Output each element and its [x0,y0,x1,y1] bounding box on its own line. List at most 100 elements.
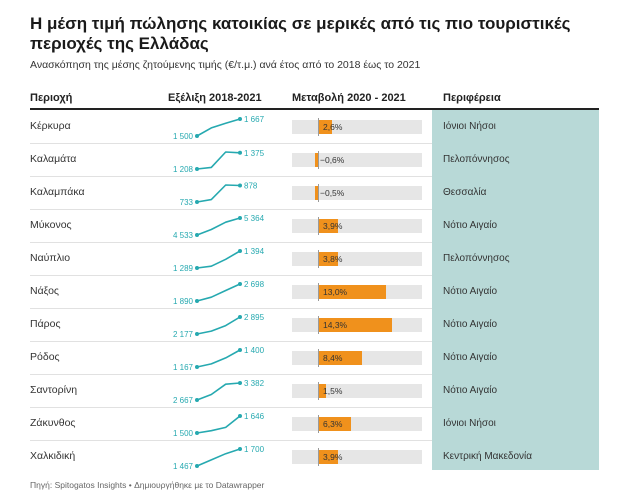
table-row: Χαλκιδική 1 467 1 700 3,9% Κεντρική Μακεδονί… [30,440,599,473]
change-bar-track [292,153,422,167]
sparkline-end-label: 1 667 [244,115,265,124]
row-divider [30,176,432,177]
change-bar [318,417,351,431]
change-label: 3,8% [323,254,343,264]
sparkline-start-point [195,134,199,138]
region-name: Νότιο Αιγαίο [443,286,498,297]
change-zero-line [317,448,319,466]
row-divider [30,308,432,309]
table-row: Κέρκυρα 1 500 1 667 2,6% Ιόνιοι Νήσοι [30,110,599,143]
table-row: Σαντορίνη 2 667 3 382 1,5% Νότιο Αιγαίο [30,374,599,407]
sparkline: 1 500 1 646 [173,412,265,438]
sparkline-end-label: 1 646 [244,412,265,421]
sparkline-path [196,382,241,401]
sparkline: 4 533 5 364 [173,214,265,240]
sparkline-end-label: 2 895 [244,313,265,322]
change-label: 14,3% [323,320,348,330]
chart-subtitle: Ανασκόπηση της μέσης ζητούμενης τιμής (€… [30,59,421,71]
sparkline-end-label: 3 382 [244,379,265,388]
row-divider [30,407,432,408]
sparkline-path [196,316,241,335]
sparkline-start-point [195,233,199,237]
sparkline: 2 667 3 382 [173,379,265,405]
sparkline-end-point [238,216,242,220]
region-name: Κεντρική Μακεδονία [443,451,533,462]
change-label: 8,4% [323,353,343,363]
area-name: Σαντορίνη [30,384,78,396]
change-label: 13,0% [323,287,348,297]
sparkline-start-label: 733 [180,198,194,207]
table-row: Καλαμπάκα 733 878 −0,5% Θεσσαλία [30,176,599,209]
sparkline-end-point [238,381,242,385]
row-divider [30,374,432,375]
row-divider [30,209,432,210]
sparkline-start-point [195,167,199,171]
change-label: −0,5% [320,188,345,198]
sparkline-end-label: 5 364 [244,214,265,223]
area-name: Καλαμπάκα [30,186,85,198]
column-header-change: Μεταβολή 2020 - 2021 [292,92,406,104]
change-bar [318,285,386,299]
area-name: Ρόδος [30,351,60,363]
change-zero-line [317,217,319,235]
area-name: Κέρκυρα [30,120,71,132]
region-name: Πελοπόννησος [443,253,510,264]
sparkline-start-label: 1 167 [173,363,194,372]
sparkline-path [196,184,241,203]
sparkline: 733 878 [180,181,258,207]
change-zero-line [317,415,319,433]
change-zero-line [317,316,319,334]
region-name: Νότιο Αιγαίο [443,385,498,396]
sparkline: 1 208 1 375 [173,149,265,174]
table-row: Ναύπλιο 1 289 1 394 3,8% Πελοπόννησος [30,242,599,275]
change-zero-line [317,283,319,301]
change-bar [314,153,318,167]
sparkline-start-point [195,464,199,468]
area-name: Ναύπλιο [30,252,71,264]
table-row: Ρόδος 1 167 1 400 8,4% Νότιο Αιγαίο [30,341,599,374]
area-name: Μύκονος [30,219,72,231]
area-name: Πάρος [30,318,61,330]
sparkline-end-label: 1 375 [244,149,265,158]
area-name: Ζάκυνθος [30,417,76,429]
change-label: 6,3% [323,419,343,429]
region-name: Ιόνιοι Νήσοι [443,121,496,132]
change-bar-track [292,219,422,233]
change-bar-track [292,417,422,431]
sparkline: 1 289 1 394 [173,247,265,273]
chart-title: Η μέση τιμή πώλησης κατοικίας σε μερικές… [30,14,571,53]
source-note: Πηγή: Spitogatos Insights • Δημιουργήθηκ… [30,480,265,490]
change-zero-line [317,151,319,169]
row-divider [30,143,432,144]
change-bar-track [292,120,422,134]
change-label: 1,5% [323,386,343,396]
sparkline-end-label: 2 698 [244,280,265,289]
area-name: Νάξος [30,285,59,297]
sparkline-end-label: 1 400 [244,346,265,355]
column-header-area: Περιοχή [30,92,73,104]
change-bar [318,219,339,233]
sparkline: 1 500 1 667 [173,115,265,141]
area-name: Χαλκιδική [30,450,76,462]
sparkline: 2 177 2 895 [173,313,265,339]
column-header-region: Περιφέρεια [443,92,501,104]
sparkline-start-point [195,332,199,336]
change-bar [318,120,332,134]
sparkline-path [196,217,241,236]
sparkline-end-point [238,282,242,286]
sparkline-start-label: 1 467 [173,462,194,471]
sparkline-start-point [195,299,199,303]
change-zero-line [317,250,319,268]
change-label: −0,6% [320,155,345,165]
sparkline-end-label: 1 700 [244,445,265,454]
sparkline-start-label: 2 177 [173,330,194,339]
sparkline-start-label: 1 890 [173,297,194,306]
sparkline-end-point [238,183,242,188]
sparkline-start-point [195,398,199,402]
sparkline-start-label: 2 667 [173,396,194,405]
change-bar-track [292,450,422,464]
table-row: Νάξος 1 890 2 698 13,0% Νότιο Αιγαίο [30,275,599,308]
sparkline-end-point [238,348,242,352]
sparkline-path [196,250,241,269]
change-bar [315,186,318,200]
